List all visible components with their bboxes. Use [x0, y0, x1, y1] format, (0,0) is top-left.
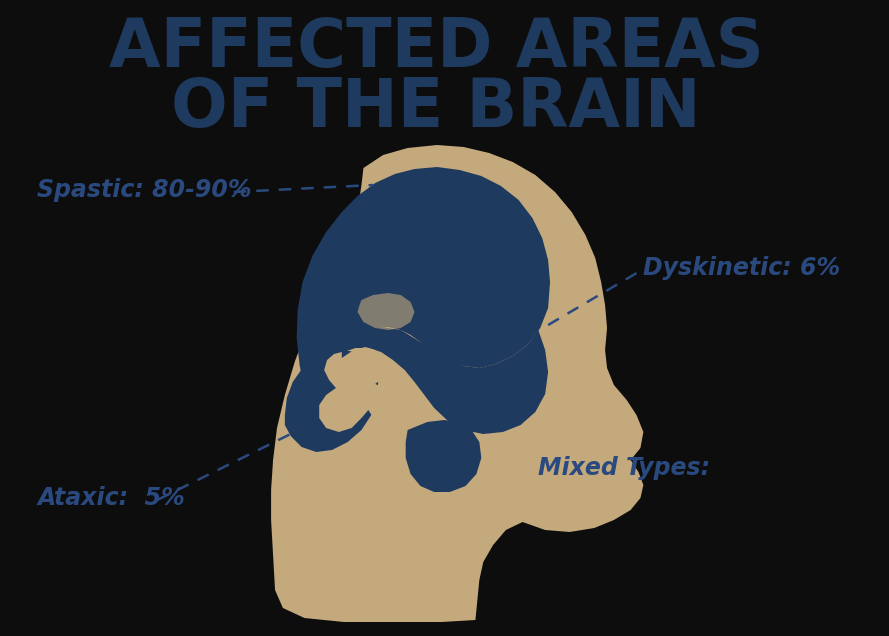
Polygon shape: [405, 420, 481, 492]
Text: OF THE BRAIN: OF THE BRAIN: [172, 75, 701, 141]
Text: Ataxic:  5%: Ataxic: 5%: [37, 486, 185, 510]
Polygon shape: [302, 326, 549, 434]
Polygon shape: [284, 350, 378, 452]
Text: Dyskinetic: 6%: Dyskinetic: 6%: [644, 256, 840, 280]
Polygon shape: [297, 167, 550, 390]
Text: Spastic: 80-90%: Spastic: 80-90%: [37, 178, 252, 202]
Polygon shape: [319, 347, 411, 432]
Text: AFFECTED AREAS: AFFECTED AREAS: [108, 15, 764, 81]
Polygon shape: [357, 293, 414, 330]
Text: Mixed Types:: Mixed Types:: [538, 456, 710, 480]
Polygon shape: [271, 145, 644, 622]
